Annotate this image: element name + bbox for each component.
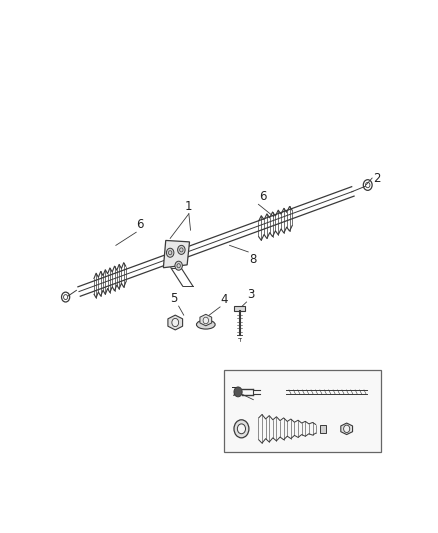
Circle shape [172,318,179,327]
Bar [320,425,325,432]
Text: 4: 4 [220,293,228,306]
Text: 8: 8 [249,253,256,266]
Bar [224,370,381,452]
Text: 2: 2 [373,172,380,184]
Circle shape [237,424,246,434]
Text: 1: 1 [185,199,193,213]
Text: 6: 6 [259,190,266,204]
Circle shape [234,420,249,438]
Circle shape [344,425,350,432]
Polygon shape [341,423,353,434]
Ellipse shape [197,320,215,329]
Circle shape [203,317,208,324]
Circle shape [178,245,185,254]
Text: 3: 3 [247,288,254,301]
Polygon shape [200,314,212,326]
Polygon shape [163,240,190,268]
Text: 5: 5 [170,292,178,305]
Circle shape [166,248,174,257]
Polygon shape [168,315,183,330]
Bar [234,306,245,311]
Text: 6: 6 [137,219,144,231]
Circle shape [175,261,182,270]
Text: 7: 7 [231,386,239,399]
Circle shape [234,387,242,397]
